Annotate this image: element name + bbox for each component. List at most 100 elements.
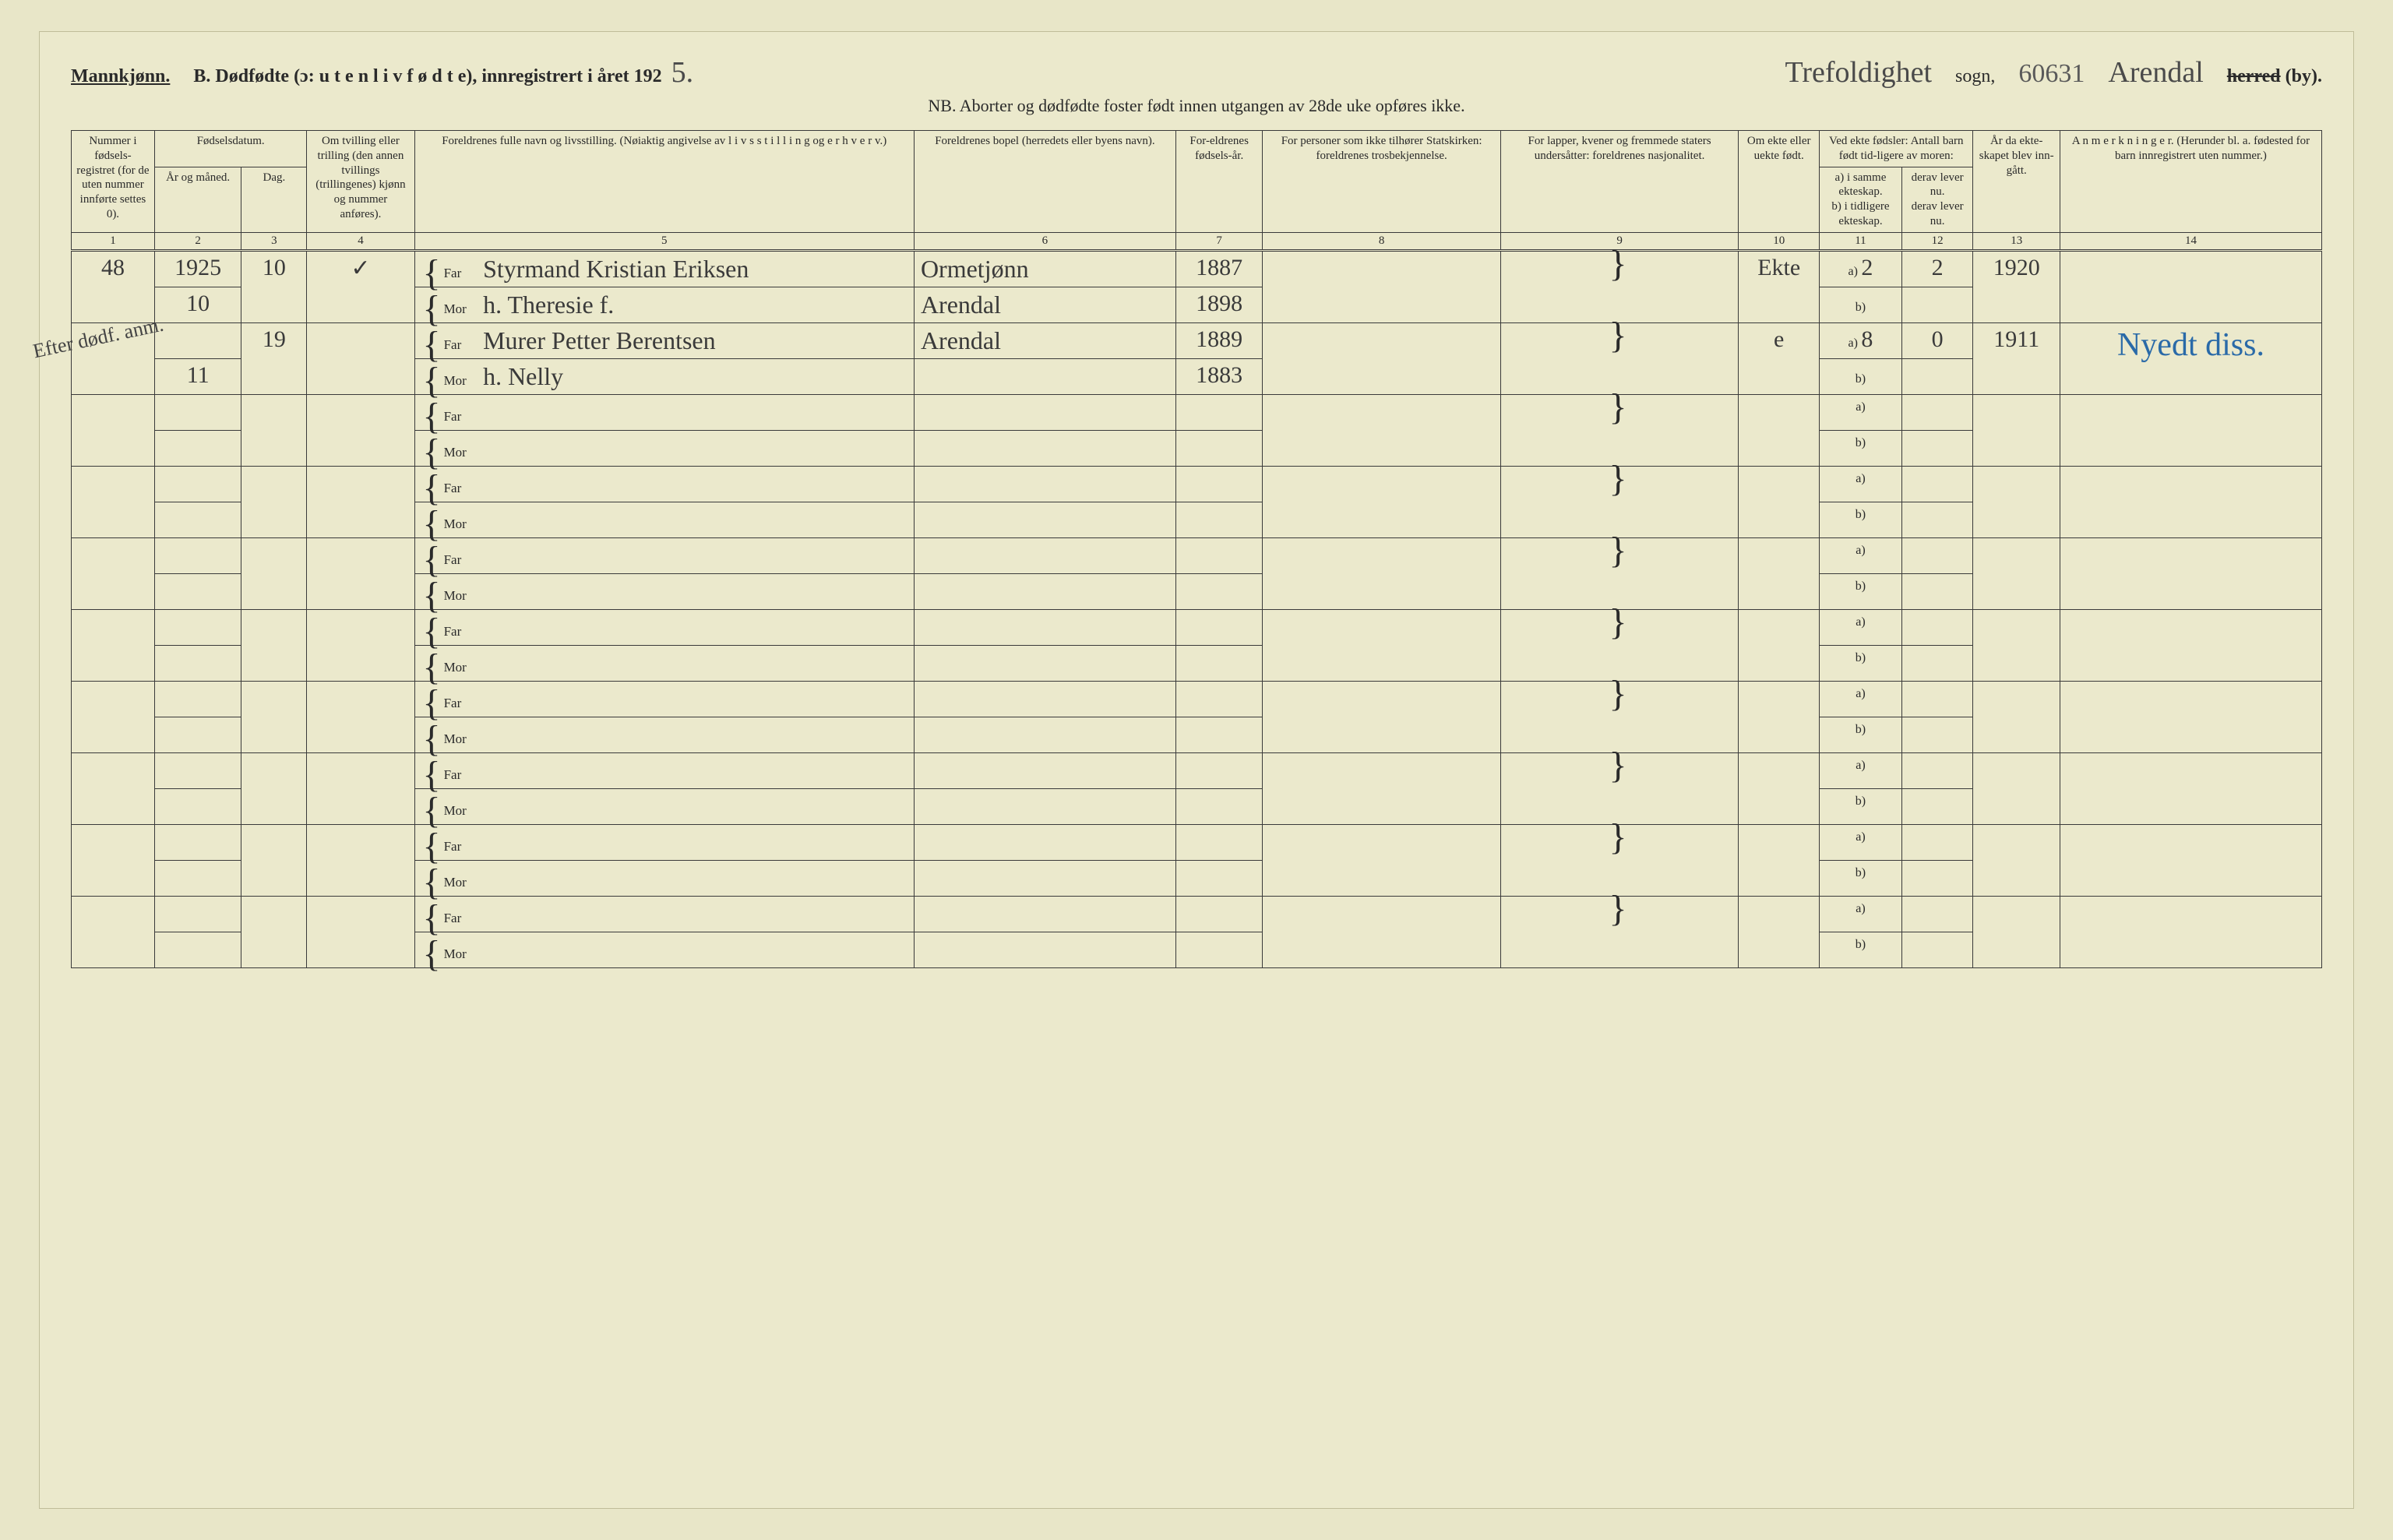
cell-aar [154, 681, 241, 717]
cell-b-lever [1901, 573, 1973, 609]
cell-tros [1263, 896, 1500, 967]
cell-tv: ✓ [307, 250, 414, 322]
cell-b-lever [1901, 358, 1973, 394]
cell-ekte: e [1739, 322, 1820, 394]
cell-bopel-mor: Arendal [914, 287, 1175, 322]
colnum: 1 [72, 232, 155, 250]
cell-aar-ekte [1973, 896, 2060, 967]
cell-aar-ekte [1973, 537, 2060, 609]
cell-nummer [72, 752, 155, 824]
cell-nummer [72, 824, 155, 896]
cell-b: b) [1820, 502, 1902, 537]
colnum: 6 [914, 232, 1175, 250]
cell-bopel-far [914, 394, 1175, 430]
herred-hand: Arendal [2108, 55, 2203, 90]
cell-aar-ekte [1973, 681, 2060, 752]
cell-tv [307, 609, 414, 681]
cell-ekte [1739, 896, 1820, 967]
table-row-far-empty: {Far } a) [72, 537, 2322, 573]
cell-tros [1263, 322, 1500, 394]
cell-nasj: } [1500, 466, 1738, 537]
cell-a: a) 2 [1820, 250, 1902, 287]
th-nasj: For lapper, kvener og fremmede staters u… [1500, 131, 1738, 233]
cell-fodeaar-far [1175, 681, 1262, 717]
cell-a-lever [1901, 466, 1973, 502]
ledger-page: Mannkjønn. B. Dødfødte (ɔ: u t e n l i v… [39, 31, 2354, 1509]
cell-bopel-far [914, 752, 1175, 788]
th-nummer: Nummer i fødsels-registret (for de uten … [72, 131, 155, 233]
cell-maaned [154, 860, 241, 896]
cell-fodeaar-mor: 1898 [1175, 287, 1262, 322]
cell-aar [154, 752, 241, 788]
cell-tros [1263, 681, 1500, 752]
cell-bopel-far: Arendal [914, 322, 1175, 358]
colnum: 5 [414, 232, 914, 250]
cell-maaned [154, 932, 241, 967]
cell-aar-ekte: 1911 [1973, 322, 2060, 394]
th-anm: A n m e r k n i n g e r. (Herunder bl. a… [2060, 131, 2321, 233]
colnum: 7 [1175, 232, 1262, 250]
cell-dag [241, 537, 307, 609]
cell-tv [307, 466, 414, 537]
cell-tv [307, 752, 414, 824]
herred-strike: herred [2227, 66, 2281, 86]
cell-nasj: } [1500, 609, 1738, 681]
cell-nasj: } [1500, 896, 1738, 967]
cell-b-lever [1901, 860, 1973, 896]
cell-tv [307, 824, 414, 896]
cell-nummer [72, 394, 155, 466]
th-11b2-text: b) i tidligere ekteskap. [1824, 199, 1897, 229]
cell-maaned [154, 717, 241, 752]
cell-nasj: } [1500, 322, 1738, 394]
cell-aar [154, 537, 241, 573]
cell-tv [307, 322, 414, 394]
colnum: 2 [154, 232, 241, 250]
cell-fodeaar-far [1175, 896, 1262, 932]
cell-nummer [72, 896, 155, 967]
cell-tv [307, 896, 414, 967]
cell-a: a) [1820, 609, 1902, 645]
cell-dag [241, 394, 307, 466]
cell-dag [241, 466, 307, 537]
cell-fodeaar-mor [1175, 717, 1262, 752]
cell-tros [1263, 609, 1500, 681]
cell-fodeaar-far [1175, 824, 1262, 860]
cell-a: a) [1820, 537, 1902, 573]
colnum: 10 [1739, 232, 1820, 250]
cell-fodeaar-mor [1175, 932, 1262, 967]
cell-bopel-mor [914, 358, 1175, 394]
cell-aar-ekte [1973, 609, 2060, 681]
cell-b: b) [1820, 717, 1902, 752]
cell-aar [154, 824, 241, 860]
cell-nasj: } [1500, 537, 1738, 609]
cell-nasj: } [1500, 752, 1738, 824]
cell-fodeaar-far [1175, 609, 1262, 645]
cell-bopel-mor [914, 645, 1175, 681]
cell-maaned [154, 645, 241, 681]
cell-tros [1263, 250, 1500, 322]
colnum: 8 [1263, 232, 1500, 250]
cell-b: b) [1820, 788, 1902, 824]
cell-b-lever [1901, 645, 1973, 681]
cell-a-lever: 0 [1901, 322, 1973, 358]
cell-bopel-far [914, 609, 1175, 645]
cell-fodeaar-far [1175, 752, 1262, 788]
cell-fodeaar-far [1175, 537, 1262, 573]
cell-anm [2060, 609, 2321, 681]
cell-b: b) [1820, 358, 1902, 394]
cell-bopel-far [914, 466, 1175, 502]
cell-bopel-far: Ormetjønn [914, 250, 1175, 287]
cell-tv [307, 681, 414, 752]
th-bopel: Foreldrenes bopel (herredets eller byens… [914, 131, 1175, 233]
th-11a: a) i samme ekteskap. b) i tidligere ekte… [1820, 167, 1902, 232]
cell-tros [1263, 824, 1500, 896]
cell-dag [241, 609, 307, 681]
cell-aar-ekte: 1920 [1973, 250, 2060, 322]
table-row-far-empty: {Far } a) [72, 752, 2322, 788]
table-row-far-empty: {Far } a) [72, 394, 2322, 430]
cell-a-lever: 2 [1901, 250, 1973, 287]
cell-bopel-mor [914, 502, 1175, 537]
cell-bopel-mor [914, 788, 1175, 824]
cell-aar-ekte [1973, 466, 2060, 537]
cell-fodeaar-far: 1889 [1175, 322, 1262, 358]
